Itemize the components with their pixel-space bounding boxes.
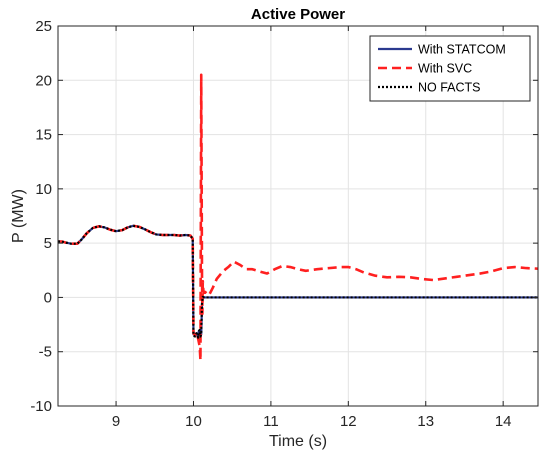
y-tick-label: 5: [44, 235, 52, 252]
y-tick-label: 10: [35, 181, 52, 198]
x-tick-label: 13: [417, 413, 434, 430]
x-tick-label: 10: [185, 413, 202, 430]
legend-label: With STATCOM: [418, 43, 506, 57]
ticks: 9 10 11 12 13 14 -10 -5 0 5 10 15 20 25: [30, 18, 538, 430]
series-group: [58, 73, 539, 362]
plot-frame: [57, 25, 539, 407]
y-tick-label: 15: [35, 127, 52, 144]
legend: With STATCOM With SVC NO FACTS: [369, 35, 531, 102]
chart-title: Active Power: [251, 6, 345, 23]
y-tick-label: 20: [35, 72, 52, 89]
y-tick-label: 25: [35, 18, 52, 35]
y-tick-label: 0: [44, 289, 52, 306]
series-line-2: [58, 73, 539, 362]
series-line-3: [58, 224, 538, 339]
y-axis-label: P (MW): [10, 189, 27, 243]
x-tick-label: 14: [495, 413, 512, 430]
legend-label: NO FACTS: [418, 81, 481, 95]
y-tick-label: -10: [30, 398, 52, 415]
legend-label: With SVC: [418, 62, 472, 76]
y-tick-label: -5: [39, 344, 52, 361]
x-tick-label: 11: [263, 413, 279, 430]
x-tick-label: 9: [112, 413, 120, 430]
x-tick-label: 12: [340, 413, 357, 430]
x-axis-label: Time (s): [269, 433, 327, 450]
